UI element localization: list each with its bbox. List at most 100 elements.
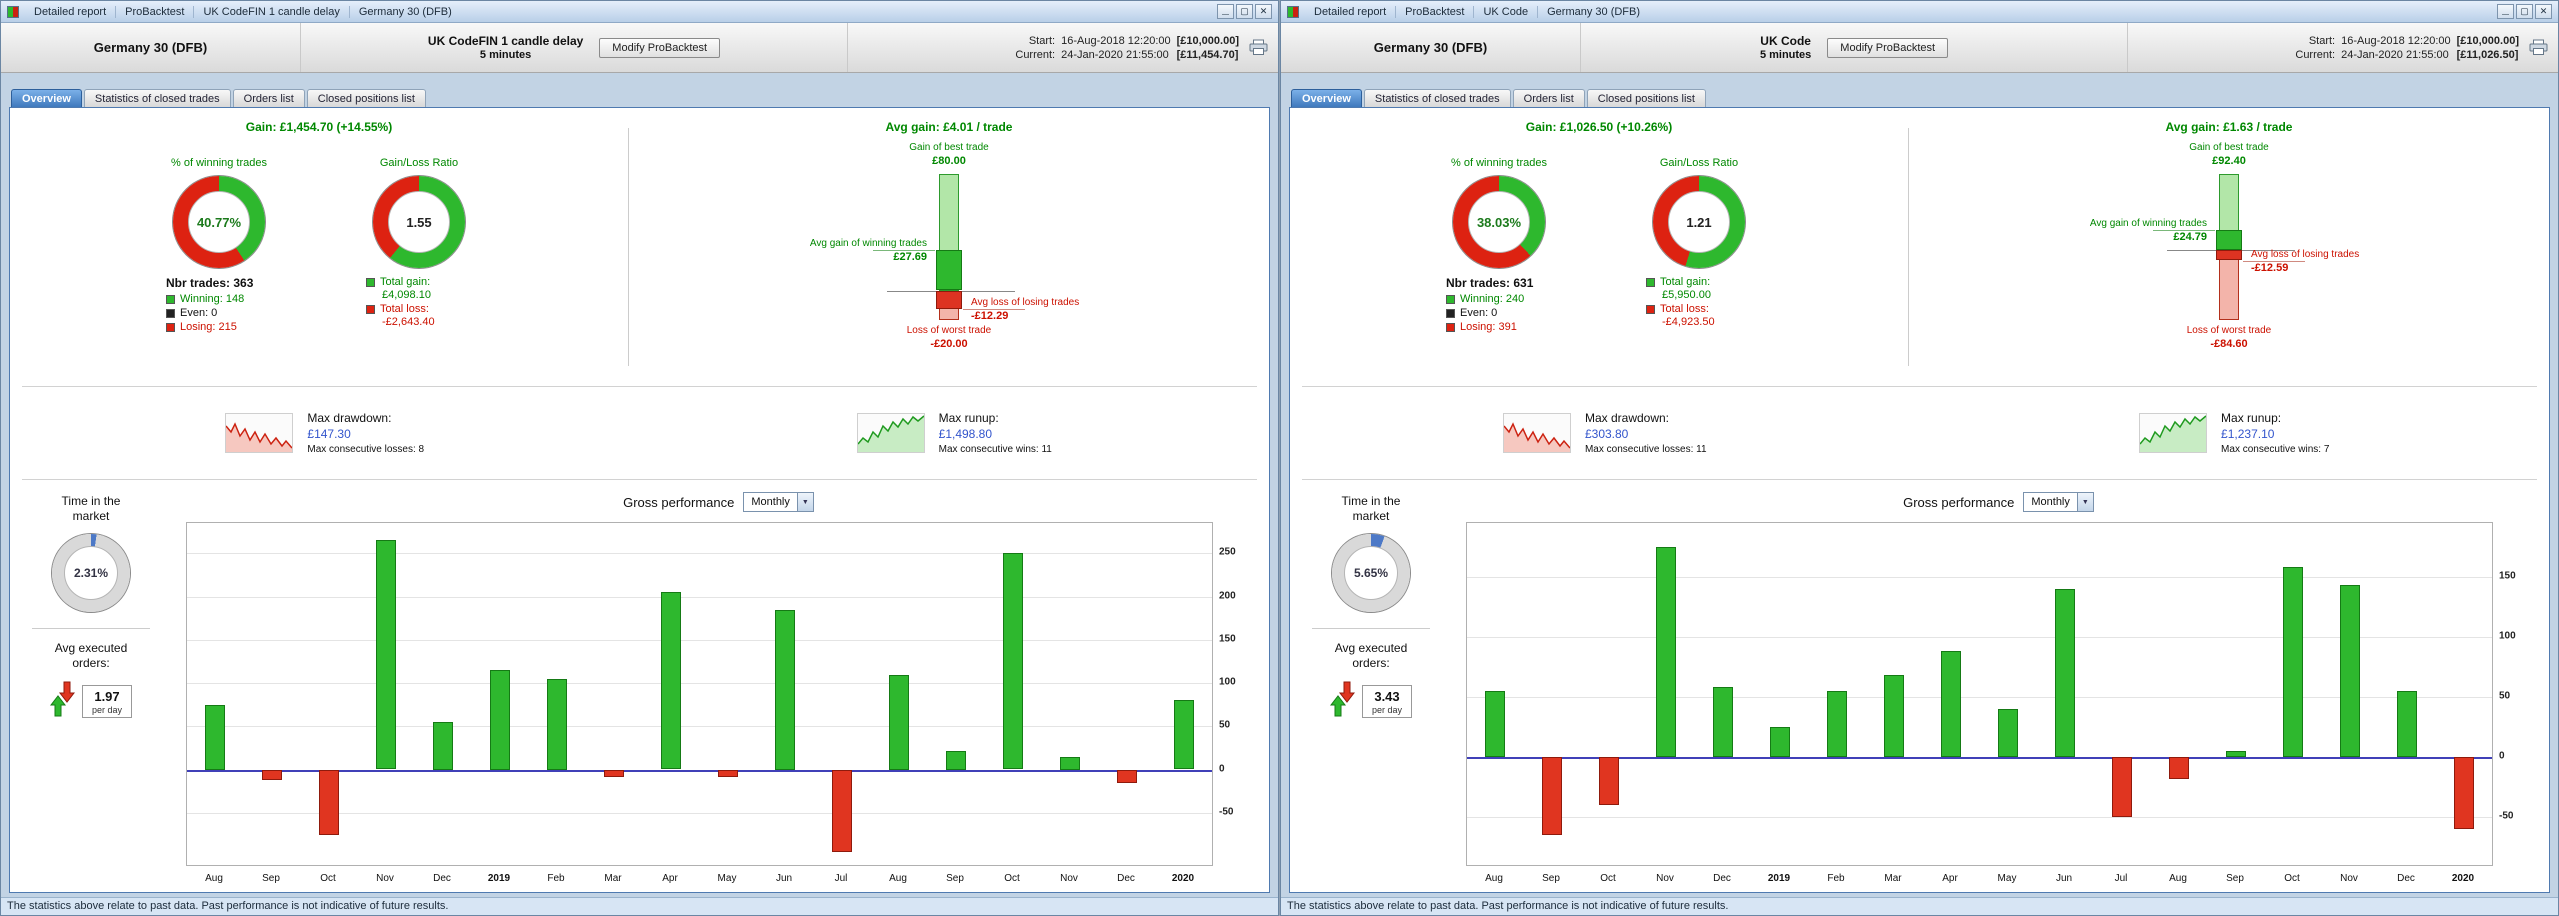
titlebar[interactable]: Detailed report ProBacktest UK CodeFIN 1… — [1, 1, 1278, 23]
total-gain-label: Total gain: — [1660, 276, 1711, 288]
chevron-down-icon[interactable] — [2076, 493, 2093, 511]
tab-overview[interactable]: Overview — [1291, 89, 1362, 107]
avg-gain-per-trade: Avg gain: £4.01 / trade — [885, 120, 1013, 134]
x-tick-label: Mar — [604, 873, 622, 884]
performance-bar — [262, 770, 282, 780]
x-axis-labels: Aug Sep Oct Nov Dec 2019 Feb Mar Apr May Jun Jul Aug… — [186, 868, 1213, 886]
start-label: Start: — [2308, 34, 2336, 47]
x-tick-label: Dec — [433, 873, 451, 884]
overview-panel: Gain: £1,026.50 (+10.26%) % of winning t… — [1289, 107, 2550, 893]
performance-bar — [2454, 757, 2474, 829]
performance-bar — [547, 679, 567, 770]
x-tick-label: Jun — [2055, 873, 2073, 884]
close-icon[interactable] — [2535, 4, 2552, 19]
performance-bar — [2169, 757, 2189, 779]
start-label: Start: — [1028, 34, 1056, 47]
x-tick-label: Apr — [1942, 873, 1958, 884]
max-consecutive-wins: Max consecutive wins: 11 — [938, 444, 1052, 455]
tab-overview[interactable]: Overview — [11, 89, 82, 107]
overview-panel: Gain: £1,454.70 (+14.55%) % of winning t… — [9, 107, 1270, 893]
tab-orders-list[interactable]: Orders list — [232, 89, 305, 107]
winning-count: Winning: 240 — [1460, 293, 1525, 305]
gain-summary: Gain: £1,026.50 (+10.26%) — [1525, 120, 1673, 134]
performance-bar — [775, 610, 795, 770]
avg-orders-value: 1.97 — [94, 689, 120, 704]
maximize-icon[interactable] — [2516, 4, 2533, 19]
report-window-right: Detailed report ProBacktest UK Code Germ… — [1280, 0, 2559, 916]
even-count: Even: 0 — [1460, 307, 1498, 319]
tab-closed-positions-list[interactable]: Closed positions list — [1586, 89, 1706, 107]
close-icon[interactable] — [1255, 4, 1272, 19]
tab-orders-list[interactable]: Orders list — [1512, 89, 1585, 107]
period-select[interactable]: Monthly — [743, 492, 814, 512]
max-drawdown-value: £147.30 — [307, 427, 351, 441]
x-tick-label: Dec — [1117, 873, 1135, 884]
losing-swatch — [1446, 322, 1455, 332]
titlebar[interactable]: Detailed report ProBacktest UK Code Germ… — [1281, 1, 2558, 23]
titlebar-segment: UK CodeFIN 1 candle delay — [194, 5, 350, 18]
maximize-icon[interactable] — [1236, 4, 1253, 19]
gross-performance-chart — [1466, 522, 2493, 866]
drawdown-sparkline — [225, 413, 294, 453]
performance-bar — [1827, 691, 1847, 757]
app-icon — [7, 5, 19, 18]
status-bar: The statistics above relate to past data… — [1281, 897, 2558, 915]
modify-probacktest-button[interactable]: Modify ProBacktest — [599, 37, 721, 58]
avg-gain-per-trade: Avg gain: £1.63 / trade — [2165, 120, 2293, 134]
performance-bar — [1998, 709, 2018, 757]
per-day-label: per day — [1371, 705, 1403, 715]
print-icon[interactable] — [2529, 39, 2548, 56]
gross-performance-label: Gross performance — [623, 494, 735, 510]
performance-bar — [490, 670, 510, 770]
x-tick-label: 2019 — [487, 873, 511, 884]
performance-bar — [1485, 691, 1505, 757]
modify-probacktest-button[interactable]: Modify ProBacktest — [1827, 37, 1949, 58]
y-tick-label: 150 — [1219, 633, 1236, 645]
best-trade-value: £92.40 — [2212, 155, 2246, 167]
system-name: UK Code — [1760, 34, 1811, 48]
avg-loss-label: Avg loss of losing trades — [971, 297, 1080, 308]
winning-trades-percent: 40.77% — [196, 214, 242, 230]
report-header: Germany 30 (DFB) UK CodeFIN 1 candle del… — [1, 23, 1278, 73]
time-in-market-label: Time in the market — [1341, 494, 1401, 523]
x-tick-label: Nov — [376, 873, 394, 884]
performance-bar — [1941, 651, 1961, 757]
start-amount: [£10,000.00] — [2456, 34, 2519, 47]
minimize-icon[interactable] — [1217, 4, 1234, 19]
instrument-name: Germany 30 (DFB) — [1373, 40, 1488, 55]
x-tick-label: Nov — [2340, 873, 2358, 884]
total-gain-value: £5,950.00 — [1662, 289, 1711, 301]
nbr-trades: Nbr trades: 363 — [166, 276, 254, 290]
avg-loss-label: Avg loss of losing trades — [2251, 249, 2360, 260]
avg-win-label: Avg gain of winning trades — [809, 238, 927, 249]
start-date: 16-Aug-2018 12:20:00 — [1061, 34, 1171, 47]
tab-statistics-of-closed-trades[interactable]: Statistics of closed trades — [83, 89, 231, 107]
period-selected: Monthly — [751, 496, 790, 508]
x-tick-label: Jun — [775, 873, 793, 884]
gain-loss-ratio-label: Gain/Loss Ratio — [379, 156, 459, 169]
performance-bar — [1656, 547, 1676, 757]
x-tick-label: Aug — [1485, 873, 1503, 884]
tab-statistics-of-closed-trades[interactable]: Statistics of closed trades — [1363, 89, 1511, 107]
x-tick-label: Feb — [1827, 873, 1845, 884]
period-select[interactable]: Monthly — [2023, 492, 2094, 512]
start-amount: [£10,000.00] — [1176, 34, 1239, 47]
minimize-icon[interactable] — [2497, 4, 2514, 19]
status-bar: The statistics above relate to past data… — [1, 897, 1278, 915]
worst-trade-label: Loss of worst trade — [2186, 325, 2272, 336]
print-icon[interactable] — [1249, 39, 1268, 56]
y-tick-label: 250 — [1219, 546, 1236, 558]
performance-bar — [1003, 553, 1023, 769]
avg-trade-chart: Gain of best trade £92.40 Avg gain of winn… — [1909, 138, 2549, 354]
y-tick-label: -50 — [1219, 806, 1234, 818]
avg-win-label: Avg gain of winning trades — [2089, 218, 2207, 229]
losing-count: Losing: 391 — [1460, 321, 1517, 333]
chevron-down-icon[interactable] — [796, 493, 813, 511]
x-tick-label: 2020 — [1171, 873, 1195, 884]
tab-closed-positions-list[interactable]: Closed positions list — [306, 89, 426, 107]
timeframe-label: 5 minutes — [1759, 49, 1812, 61]
up-down-arrows-icon — [49, 681, 76, 722]
winning-count: Winning: 148 — [180, 293, 245, 305]
x-tick-label: Apr — [662, 873, 678, 884]
winning-swatch — [1446, 294, 1455, 304]
